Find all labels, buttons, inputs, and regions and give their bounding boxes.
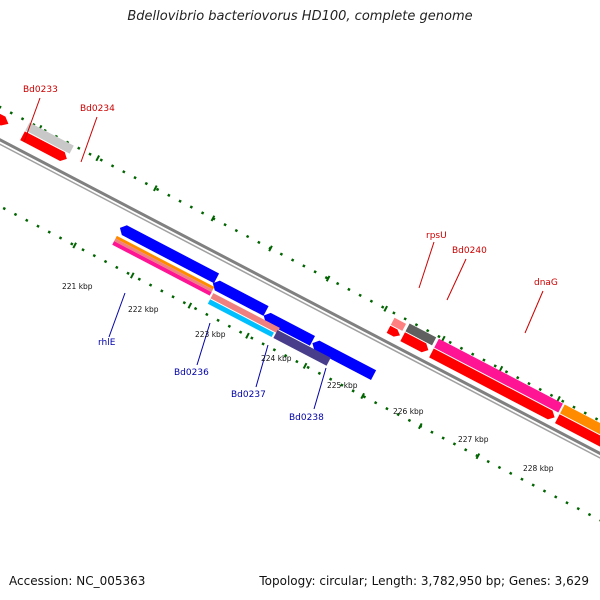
- scale-label-221: 221 kbp: [62, 282, 93, 291]
- scale-label-223: 223 kbp: [195, 330, 226, 339]
- accession-text: Accession: NC_005363: [9, 574, 146, 588]
- gene-label-bd0234[interactable]: Bd0234: [80, 104, 115, 114]
- scale-label-228: 228 kbp: [523, 464, 554, 473]
- gene-bd0240-box[interactable]: [405, 323, 437, 346]
- gene-label-bd0236[interactable]: Bd0236: [174, 368, 209, 378]
- gene-bd0236-box[interactable]: [210, 293, 280, 334]
- gene-dnag-arrow[interactable]: [429, 348, 557, 421]
- gene-rpsu-arrow[interactable]: [386, 325, 402, 339]
- genome-backbone-inner: [0, 105, 600, 515]
- gene-label-bd0233[interactable]: Bd0233: [23, 85, 58, 95]
- scale-label-225: 225 kbp: [327, 381, 358, 390]
- scale-label-226: 226 kbp: [393, 407, 424, 416]
- gene-label-rpsu[interactable]: rpsU: [426, 231, 447, 241]
- scale-label-227: 227 kbp: [458, 435, 489, 444]
- gene-bd0240-arrow[interactable]: [400, 332, 430, 354]
- scale-label-224: 224 kbp: [261, 354, 292, 363]
- gene-rhle-box[interactable]: [112, 241, 212, 296]
- genome-summary-text: Topology: circular; Length: 3,782,950 bp…: [259, 574, 589, 588]
- gene-dnag-box[interactable]: [434, 338, 563, 413]
- label-leaders: [23, 97, 544, 410]
- gene-bd0234-lower-arrow[interactable]: [20, 131, 69, 163]
- gene-bd0236-arrow[interactable]: [210, 278, 269, 316]
- gene-label-dnag[interactable]: dnaG: [534, 278, 558, 288]
- gene-label-bd0237[interactable]: Bd0237: [231, 390, 266, 400]
- genome-title: Bdellovibrio bacteriovorus HD100, comple…: [127, 9, 473, 24]
- gene-rhle-orange[interactable]: [115, 235, 215, 290]
- gene-bd0235-arrow[interactable]: [117, 223, 220, 284]
- gene-bd0234-box[interactable]: [25, 122, 74, 154]
- gene-rpsu-box[interactable]: [390, 317, 407, 331]
- lower-scale-ticks: [72, 242, 481, 460]
- gene-label-bd0238[interactable]: Bd0238: [289, 413, 324, 423]
- gene-label-rhle[interactable]: rhlE: [98, 338, 116, 348]
- gene-label-bd0240[interactable]: Bd0240: [452, 246, 487, 256]
- gene-bd0237-arrow[interactable]: [261, 311, 316, 346]
- gene-rhle-salmon[interactable]: [114, 238, 213, 293]
- gene-bd0238-arrow[interactable]: [310, 338, 377, 381]
- gene-next-arrow[interactable]: [554, 414, 600, 452]
- scale-label-222: 222 kbp: [128, 305, 159, 314]
- lower-scale-dots: [0, 153, 600, 564]
- gene-bd0236-cyan[interactable]: [207, 299, 274, 338]
- upper-scale-dots: [0, 75, 600, 486]
- gene-orange-box[interactable]: [560, 404, 600, 442]
- gene-bd0237-box[interactable]: [273, 330, 331, 366]
- gene-bd0233-arrow[interactable]: [0, 100, 11, 128]
- genome-backbone: [0, 101, 600, 512]
